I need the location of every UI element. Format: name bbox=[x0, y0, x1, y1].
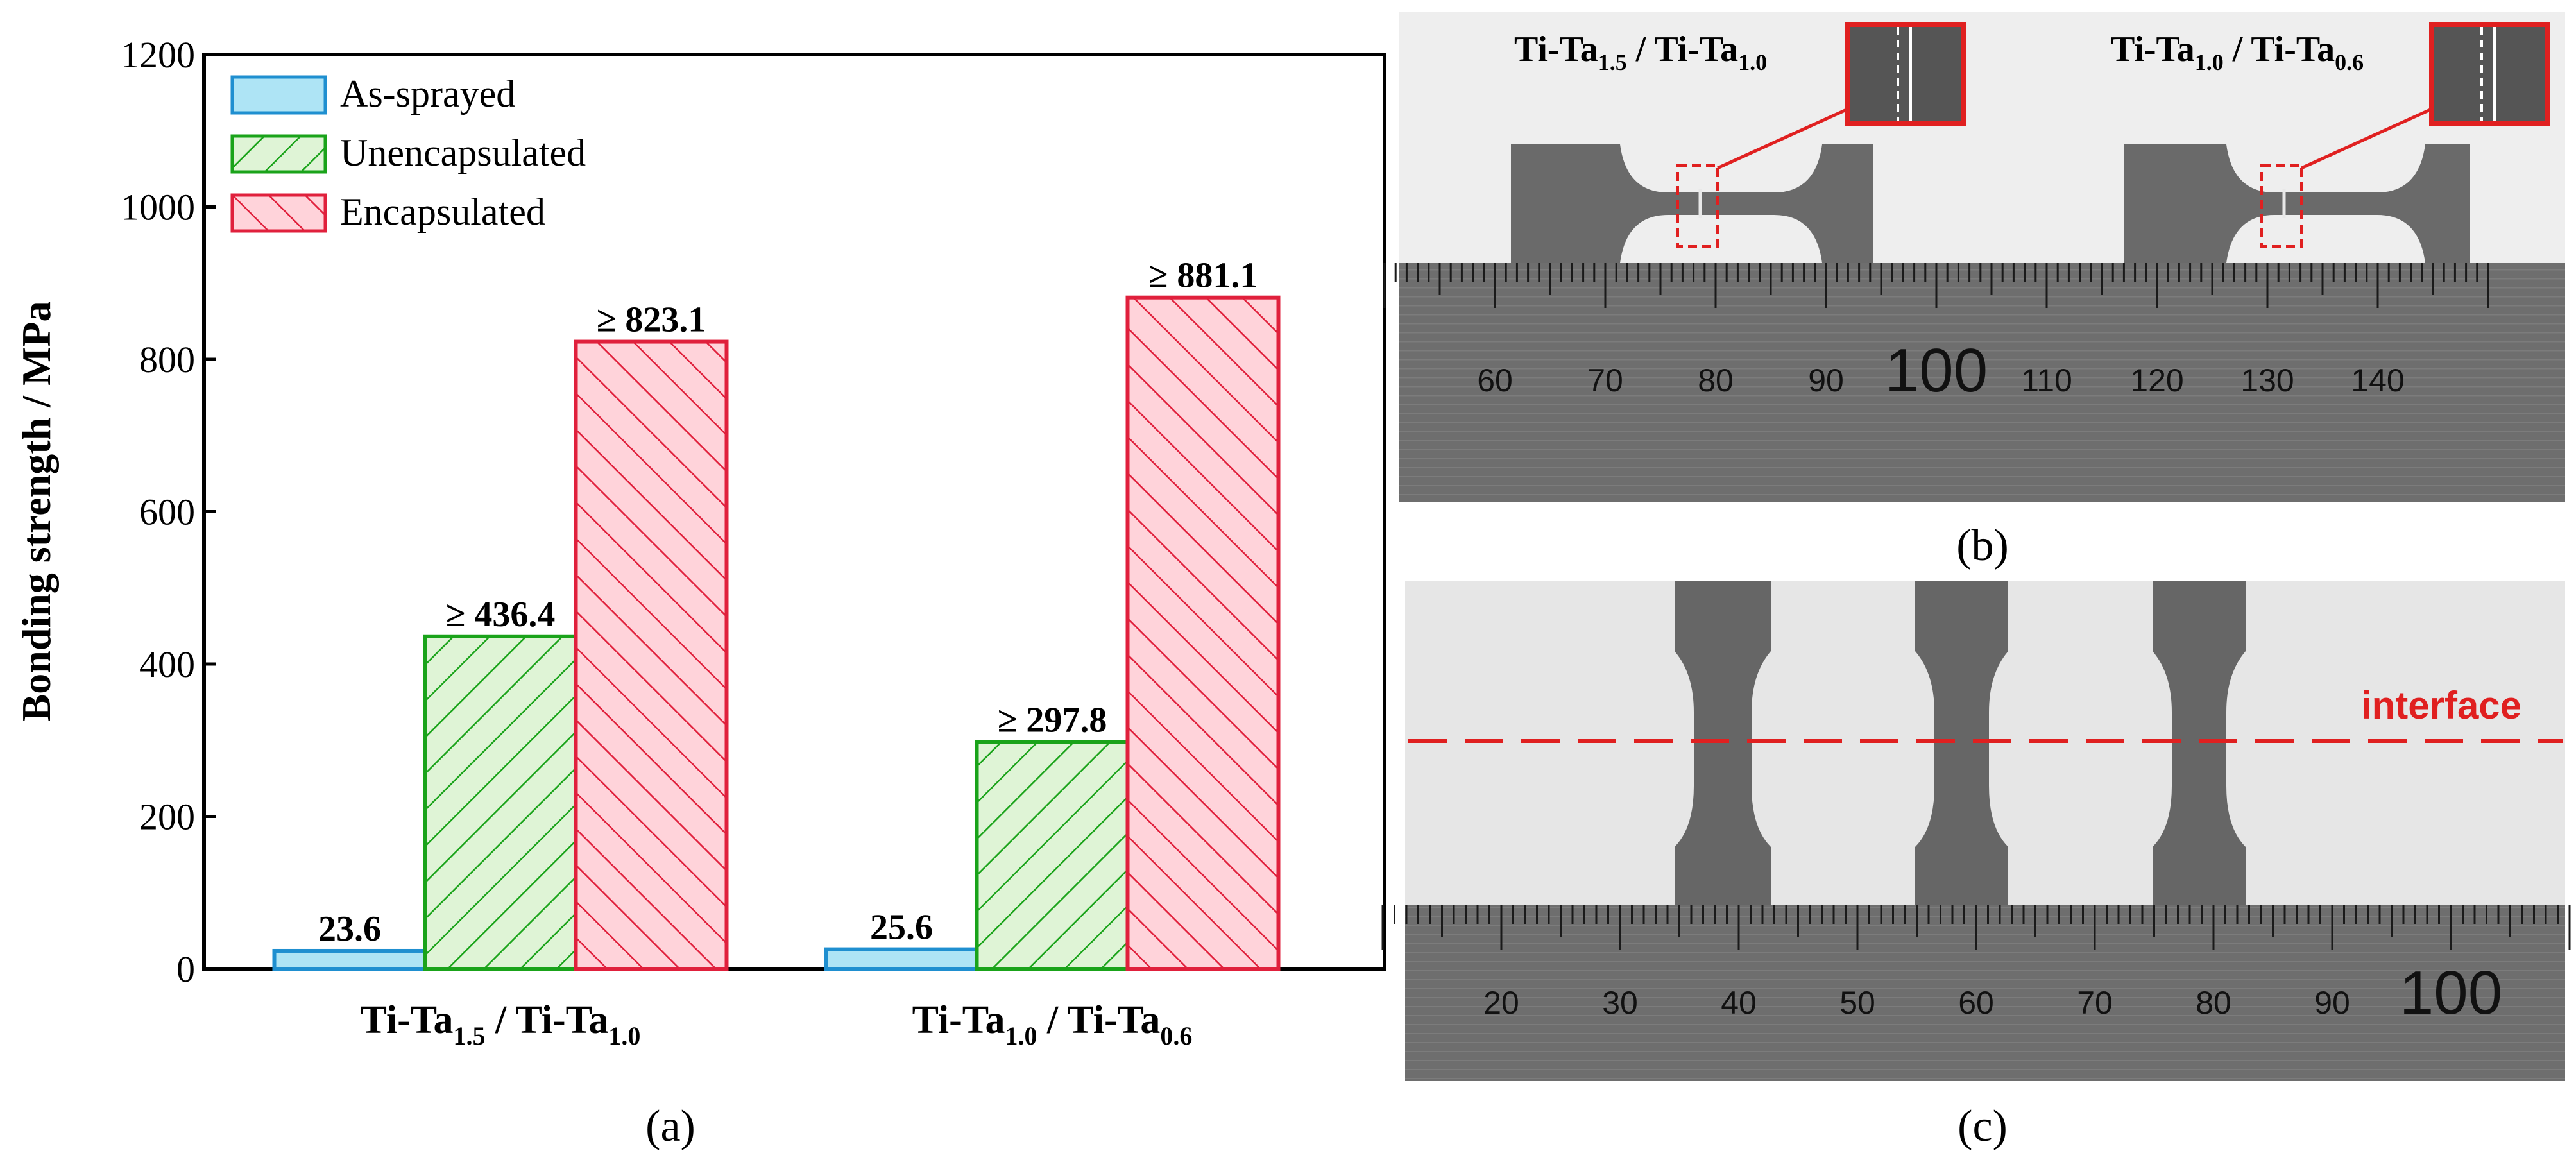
ruler-number: 120 bbox=[2130, 362, 2183, 398]
zoom-arrow-left bbox=[1716, 107, 1849, 170]
y-tick-label: 400 bbox=[139, 644, 195, 685]
x-category-label: Ti-Ta1.0 / Ti-Ta0.6 bbox=[912, 998, 1193, 1050]
data-label: ≥ 436.4 bbox=[446, 595, 556, 635]
legend-swatch bbox=[230, 134, 327, 174]
specimen-c-1 bbox=[1675, 581, 1771, 910]
legend-label: Encapsulated bbox=[340, 191, 545, 233]
bar-encapsulated-2 bbox=[1125, 295, 1281, 971]
ruler-number: 30 bbox=[1602, 985, 1638, 1021]
y-tick-label: 200 bbox=[139, 796, 195, 838]
ruler-number: 90 bbox=[1808, 362, 1844, 398]
x-category-label: Ti-Ta1.5 / Ti-Ta1.0 bbox=[361, 998, 641, 1050]
data-label: ≥ 881.1 bbox=[1148, 256, 1258, 296]
ruler-number: 70 bbox=[2077, 985, 2113, 1021]
bar-chart: 0 200 400 600 800 1000 1200 23.6 25.6 ≥ 436.4 ≥ 2… bbox=[13, 34, 1386, 1050]
legend-label: Unencapsulated bbox=[340, 132, 586, 174]
ruler-number: 140 bbox=[2351, 362, 2404, 398]
ruler-number: 130 bbox=[2240, 362, 2294, 398]
bar-as-sprayed-2 bbox=[824, 947, 979, 971]
ruler-number: 100 bbox=[2400, 959, 2502, 1027]
data-label: 23.6 bbox=[318, 909, 381, 949]
data-label: 25.6 bbox=[870, 908, 933, 948]
y-axis-label: Bonding strength / MPa bbox=[13, 302, 59, 722]
ruler-number: 100 bbox=[1885, 336, 1988, 405]
specimen-left bbox=[1511, 144, 1873, 263]
ruler-number: 60 bbox=[1958, 985, 1994, 1021]
zoom-box-right bbox=[2260, 164, 2303, 248]
data-label: ≥ 297.8 bbox=[998, 700, 1107, 740]
inset-zoom-right bbox=[2429, 22, 2550, 126]
ruler-number: 90 bbox=[2314, 985, 2350, 1021]
ruler-number: 70 bbox=[1587, 362, 1623, 398]
legend: As-sprayed Unencapsulated Encapsulated bbox=[230, 72, 586, 233]
ruler-c-ticks bbox=[1381, 905, 2571, 950]
legend-swatch bbox=[230, 75, 327, 115]
bar-as-sprayed-1 bbox=[272, 948, 427, 971]
data-labels: 23.6 25.6 ≥ 436.4 ≥ 297.8 ≥ 823.1 ≥ 881.1 bbox=[318, 256, 1258, 949]
specimen-label-right: Ti-Ta1.0 / Ti-Ta0.6 bbox=[2111, 30, 2364, 75]
photo-specimens-c: interface 20 30 40 50 60 70 80 90 100 bbox=[1381, 581, 2571, 1081]
panel-label-c: (c) bbox=[1958, 1102, 2008, 1151]
inset-zoom-left bbox=[1845, 22, 1966, 126]
legend-label: As-sprayed bbox=[340, 72, 515, 115]
bars bbox=[272, 295, 1281, 971]
ruler-c-numbers: 20 30 40 50 60 70 80 90 100 bbox=[1483, 959, 2502, 1027]
ruler-number: 60 bbox=[1477, 362, 1513, 398]
y-tick-label: 1000 bbox=[121, 187, 195, 228]
y-tick-label: 600 bbox=[139, 491, 195, 533]
y-tick-label: 0 bbox=[176, 948, 195, 990]
y-axis-ticks: 0 200 400 600 800 1000 1200 bbox=[121, 34, 216, 990]
interface-annotation: interface bbox=[2361, 684, 2521, 727]
y-tick-label: 800 bbox=[139, 339, 195, 380]
panel-label-a: (a) bbox=[645, 1102, 695, 1151]
zoom-arrow-right bbox=[2300, 107, 2433, 170]
y-tick-label: 1200 bbox=[121, 34, 195, 76]
photo-specimens-b: Ti-Ta1.5 / Ti-Ta1.0 Ti-Ta1.0 / Ti-Ta0.6 … bbox=[1383, 12, 2565, 502]
panel-label-b: (b) bbox=[1956, 521, 2009, 570]
ruler-b-numbers: 60 70 80 90 100 110 120 130 140 bbox=[1477, 336, 2405, 405]
ruler-number: 110 bbox=[2021, 362, 2072, 398]
specimen-right bbox=[2124, 144, 2470, 263]
ruler-c bbox=[1405, 905, 2565, 1081]
bar-encapsulated-1 bbox=[574, 339, 729, 971]
ruler-b bbox=[1399, 263, 2565, 502]
x-axis-categories: Ti-Ta1.5 / Ti-Ta1.0 Ti-Ta1.0 / Ti-Ta0.6 bbox=[361, 998, 1193, 1050]
ruler-number: 40 bbox=[1721, 985, 1757, 1021]
specimen-c-2 bbox=[1915, 581, 2008, 910]
ruler-b-ticks bbox=[1383, 263, 2489, 308]
bar-unencapsulated-2 bbox=[975, 740, 1130, 971]
legend-swatch bbox=[230, 193, 327, 233]
bar-unencapsulated-1 bbox=[423, 634, 578, 971]
specimen-c-3 bbox=[2153, 581, 2246, 910]
ruler-number: 80 bbox=[1698, 362, 1734, 398]
ruler-number: 20 bbox=[1483, 985, 1519, 1021]
specimen-label-left: Ti-Ta1.5 / Ti-Ta1.0 bbox=[1514, 30, 1767, 75]
data-label: ≥ 823.1 bbox=[597, 300, 706, 340]
ruler-number: 50 bbox=[1839, 985, 1875, 1021]
ruler-number: 80 bbox=[2196, 985, 2231, 1021]
zoom-box-left bbox=[1676, 164, 1719, 248]
